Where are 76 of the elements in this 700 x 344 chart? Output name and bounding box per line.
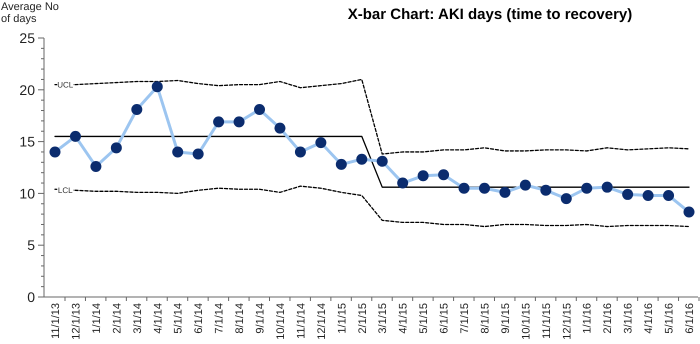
x-tick-label: 3/1/15 [377, 303, 390, 334]
point [397, 178, 408, 189]
point [663, 190, 674, 201]
x-tick-label: 1/1/16 [582, 303, 594, 334]
y-axis-title: Average No of days [1, 1, 59, 25]
point [213, 116, 224, 128]
y-tick-label: 5 [27, 237, 36, 254]
x-tick-label: 10/1/15 [520, 303, 532, 340]
x-tick-label: 2/1/16 [602, 303, 614, 334]
x-tick-label: 6/1/16 [684, 303, 696, 334]
x-tick-label: 9/1/15 [500, 303, 512, 334]
point [418, 170, 429, 182]
point [294, 146, 306, 158]
point [336, 158, 347, 170]
x-tick-label: 1/1/14 [90, 303, 103, 334]
point [478, 182, 490, 194]
line-series [54, 78, 690, 155]
point [274, 122, 286, 134]
x-tick-label: 12/1/15 [561, 303, 574, 340]
x-tick-label: 10/1/14 [274, 303, 287, 340]
x-tick-label: 12/1/13 [70, 303, 82, 340]
point [540, 184, 552, 196]
x-tick-label: 3/1/16 [622, 303, 635, 334]
line-series [54, 186, 690, 228]
x-tick-label: 11/1/13 [50, 303, 62, 339]
point [458, 182, 470, 194]
point [234, 116, 245, 128]
point [684, 206, 694, 218]
x-tick-label: 7/1/15 [459, 303, 472, 334]
x-tick-label: 11/1/14 [295, 303, 308, 339]
x-tick-label: 5/1/16 [664, 303, 676, 334]
y-tick-label: 15 [19, 134, 36, 150]
series-label: UCL [57, 80, 74, 90]
point [131, 104, 142, 115]
point [110, 142, 122, 154]
x-tick-label: 1/1/15 [336, 303, 348, 334]
point [90, 160, 102, 172]
x-tick-label: 4/1/16 [643, 303, 656, 334]
point [499, 186, 510, 198]
x-tick-label: 2/1/15 [356, 303, 369, 334]
point [356, 154, 368, 165]
point [192, 148, 204, 160]
point [315, 137, 326, 148]
point [50, 146, 60, 158]
y-tick-label: 0 [27, 289, 36, 305]
point [152, 81, 163, 92]
series-label: LCL [58, 186, 74, 195]
point [376, 156, 388, 167]
point [581, 182, 592, 194]
point [520, 180, 531, 191]
x-tick-label: 11/1/15 [540, 303, 553, 339]
x-tick-label: 4/1/14 [152, 303, 164, 334]
chart-title: X-bar Chart: AKI days (time to recovery) [348, 6, 632, 23]
point [642, 190, 654, 201]
x-tick-label: 9/1/14 [254, 303, 267, 334]
x-tick-label: 12/1/14 [316, 303, 328, 340]
x-tick-label: 5/1/15 [418, 303, 430, 334]
point [622, 188, 634, 200]
x-tick-label: 5/1/14 [172, 303, 185, 334]
x-tick-label: 3/1/14 [132, 303, 144, 334]
y-tick-label: 20 [19, 82, 36, 98]
point [560, 193, 572, 204]
x-tick-label: 4/1/15 [398, 303, 410, 334]
point [602, 182, 613, 193]
x-tick-label: 6/1/14 [193, 303, 206, 334]
point [172, 146, 184, 158]
x-tick-label: 2/1/14 [111, 303, 124, 334]
x-tick-label: 8/1/14 [234, 303, 246, 334]
x-tick-label: 8/1/15 [479, 303, 492, 334]
y-tick-label: 25 [19, 30, 36, 46]
x-tick-label: 6/1/15 [438, 303, 451, 334]
point [70, 130, 81, 142]
x-tick-label: 7/1/14 [214, 303, 226, 334]
point [254, 104, 266, 115]
point [438, 169, 450, 180]
y-tick-label: 10 [19, 185, 36, 202]
